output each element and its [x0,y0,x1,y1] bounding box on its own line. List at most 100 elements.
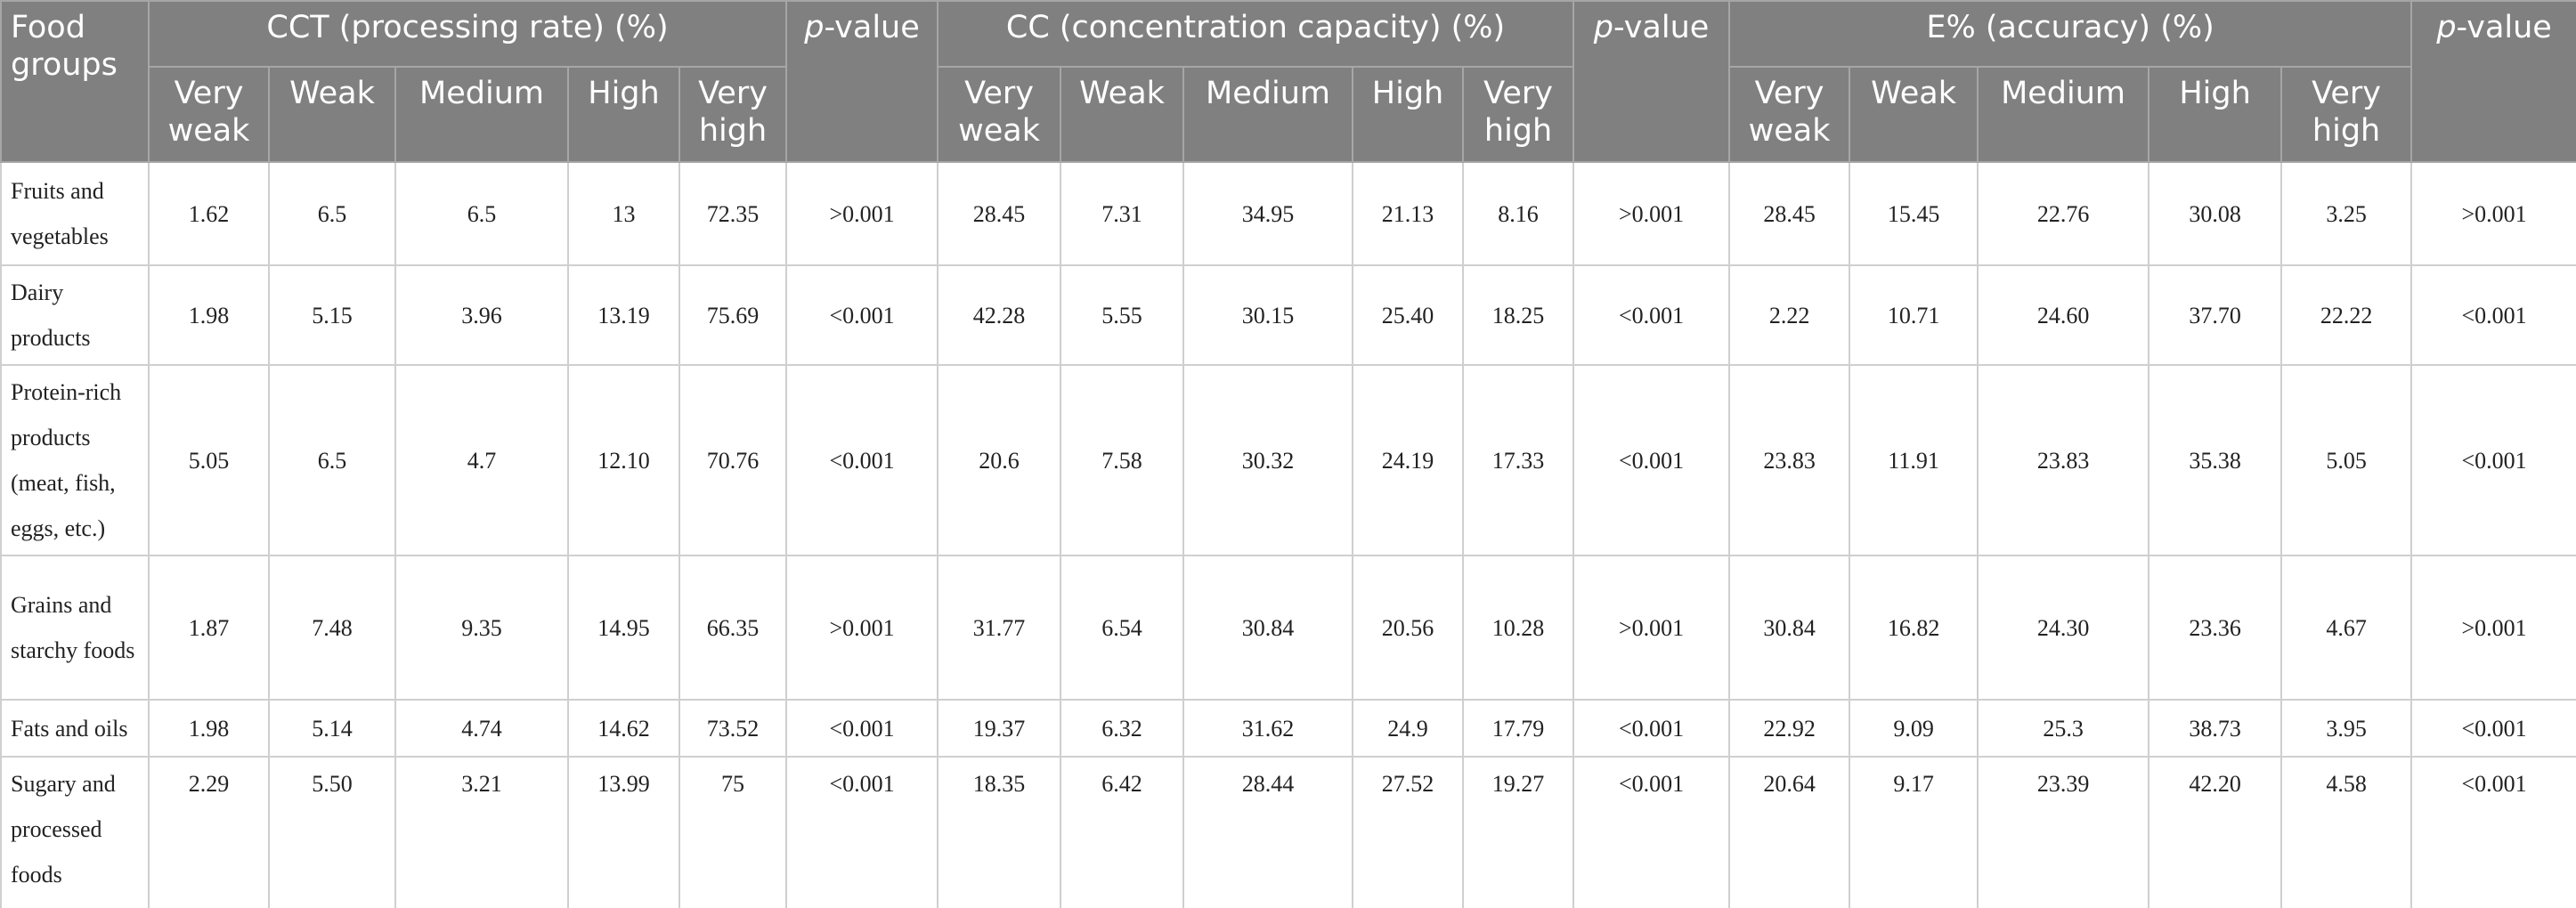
food-group: Protein-rich products (meat, fish, eggs,… [0,364,150,556]
value-cell: 15.45 [1849,161,1979,266]
value-cell: 3.95 [2280,699,2413,758]
value-cell: 3.21 [394,756,569,908]
value-cell: 70.76 [678,364,788,556]
value-cell: 22.76 [1977,161,2150,266]
value-cell: 24.9 [1352,699,1465,758]
value-cell: 23.36 [2148,555,2283,701]
value-cell: 4.74 [394,699,569,758]
level-header: High [567,66,680,163]
value-cell: 10.71 [1849,264,1979,366]
value-cell: 2.22 [1728,264,1851,366]
value-cell: >0.001 [1572,555,1731,701]
food-groups-header: Food groups [0,0,150,163]
data-row: Sugary and processed foods 2.29 5.50 3.21 13… [0,756,2576,908]
level-header: Very high [678,66,788,163]
group-header: CC (concentration capacity) (%) [937,0,1575,68]
value-cell: 18.25 [1462,264,1575,366]
p-value-header: p-value [785,0,939,163]
value-cell: 75.69 [678,264,788,366]
value-cell: 34.95 [1182,161,1354,266]
value-cell: 4.67 [2280,555,2413,701]
value-cell: 31.62 [1182,699,1354,758]
header-row: Food groups CCT (processing rate) (%) p-va… [0,0,2576,163]
value-cell: 17.79 [1462,699,1575,758]
value-cell: 27.52 [1352,756,1465,908]
level-header: High [1352,66,1465,163]
value-cell: 18.35 [937,756,1062,908]
header-row: Very weak Weak Medium High Very high Very wea… [1,66,2576,163]
value-cell: 7.48 [268,555,396,701]
value-cell: >0.001 [2410,161,2576,266]
value-cell: 8.16 [1462,161,1575,266]
value-cell: 13 [567,161,680,266]
level-header: Weak [1849,66,1979,163]
food-group: Grains and starchy foods [0,555,150,701]
value-cell: 42.20 [2148,756,2283,908]
p-value-header: p-value [1572,0,1731,163]
value-cell: 30.15 [1182,264,1354,366]
value-cell: 3.96 [394,264,569,366]
level-header: Weak [1060,66,1185,163]
value-cell: 28.45 [1728,161,1851,266]
level-header: Medium [1977,66,2150,163]
value-cell: <0.001 [2410,364,2576,556]
value-cell: 9.35 [394,555,569,701]
value-cell: <0.001 [785,756,939,908]
level-header: Very weak [148,66,270,163]
food-group: Sugary and processed foods [0,756,150,908]
value-cell: 6.32 [1060,699,1185,758]
value-cell: 5.15 [268,264,396,366]
value-cell: 21.13 [1352,161,1465,266]
value-cell: <0.001 [2410,264,2576,366]
value-cell: 19.27 [1462,756,1575,908]
value-cell: 30.84 [1182,555,1354,701]
value-cell: <0.001 [785,699,939,758]
value-cell: 13.99 [567,756,680,908]
value-cell: 42.28 [937,264,1062,366]
level-header: Medium [1182,66,1354,163]
value-cell: 16.82 [1849,555,1979,701]
value-cell: <0.001 [1572,364,1731,556]
value-cell: <0.001 [1572,756,1731,908]
value-cell: 23.83 [1977,364,2150,556]
value-cell: 72.35 [678,161,788,266]
value-cell: 1.98 [148,264,270,366]
value-cell: 9.09 [1849,699,1979,758]
food-group: Fats and oils [0,699,150,758]
value-cell: >0.001 [785,555,939,701]
value-cell: 11.91 [1849,364,1979,556]
level-header: Weak [268,66,396,163]
value-cell: 14.95 [567,555,680,701]
value-cell: 38.73 [2148,699,2283,758]
value-cell: <0.001 [785,364,939,556]
value-cell: 6.5 [394,161,569,266]
data-row: Protein-rich products (meat, fish, eggs,… [0,364,2576,556]
value-cell: <0.001 [2410,756,2576,908]
value-cell: 1.62 [148,161,270,266]
value-cell: 3.25 [2280,161,2413,266]
value-cell: 13.19 [567,264,680,366]
value-cell: 23.39 [1977,756,2150,908]
value-cell: 6.54 [1060,555,1185,701]
value-cell: >0.001 [785,161,939,266]
value-cell: 35.38 [2148,364,2283,556]
level-header: High [2148,66,2283,163]
level-header: Very high [2280,66,2413,163]
food-group: Dairy products [0,264,150,366]
value-cell: <0.001 [785,264,939,366]
group-header: E% (accuracy) (%) [1728,0,2413,68]
value-cell: 20.64 [1728,756,1851,908]
value-cell: 24.19 [1352,364,1465,556]
value-cell: 9.17 [1849,756,1979,908]
level-header: Medium [394,66,569,163]
value-cell: 5.50 [268,756,396,908]
data-row: Grains and starchy foods 1.87 7.48 9.35 14.9… [0,555,2576,701]
value-cell: 30.32 [1182,364,1354,556]
value-cell: 20.56 [1352,555,1465,701]
value-cell: 4.58 [2280,756,2413,908]
value-cell: 7.58 [1060,364,1185,556]
level-header: Very weak [937,66,1062,163]
value-cell: 1.98 [148,699,270,758]
